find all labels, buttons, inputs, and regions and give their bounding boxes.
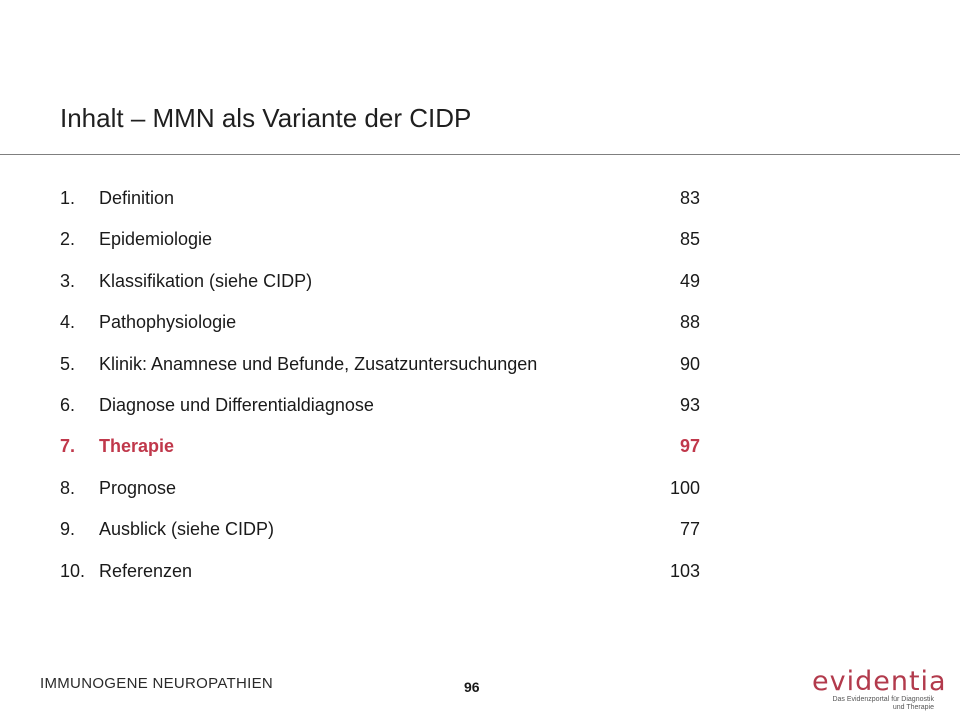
toc-item-klassifikation[interactable]: 3. Klassifikation (siehe CIDP) 49 (60, 263, 700, 304)
toc-item-pathophysiologie[interactable]: 4. Pathophysiologie 88 (60, 304, 700, 345)
toc-item-page: 88 (679, 312, 700, 333)
toc-item-label: Klinik: Anamnese und Befunde, Zusatzunte… (99, 353, 538, 374)
logo-tagline: Das Evidenzportal für Diagnostik (832, 696, 934, 703)
toc-item-label: Klassifikation (siehe CIDP) (99, 270, 313, 291)
toc-item-label: Epidemiologie (99, 229, 213, 250)
toc-item-label: Pathophysiologie (99, 312, 237, 333)
toc-item-label: Referenzen (99, 560, 193, 581)
page-number: 96 (464, 679, 480, 695)
logo-tagline: und Therapie (892, 704, 934, 711)
toc-item-page: 100 (669, 477, 700, 498)
toc-item-therapie[interactable]: 7. Therapie 97 (60, 428, 700, 469)
toc-item-page: 83 (679, 188, 700, 208)
toc-item-label: Therapie (99, 436, 175, 457)
logo-wordmark: evidentia (812, 666, 947, 697)
toc-item-number: 6. (60, 394, 76, 415)
toc-item-page: 97 (679, 436, 700, 457)
toc-item-label: Ausblick (siehe CIDP) (99, 519, 275, 540)
toc-item-number: 2. (60, 229, 76, 250)
toc-item-definition[interactable]: 1. Definition 83 (60, 180, 700, 221)
footer-section-title: IMMUNOGENE NEUROPATHIEN (40, 675, 274, 692)
toc-item-label: Diagnose und Differentialdiagnose (99, 394, 374, 415)
toc-item-number: 1. (60, 188, 76, 208)
toc-item-label: Prognose (99, 477, 177, 498)
table-of-contents: 1. Definition 83 2. Epidemiologie 85 3. … (60, 180, 700, 594)
toc-item-number: 3. (60, 270, 76, 291)
evidentia-logo: evidentia Das Evidenzportal für Diagnost… (812, 666, 947, 712)
toc-item-page: 85 (679, 229, 700, 250)
toc-item-epidemiologie[interactable]: 2. Epidemiologie 85 (60, 221, 700, 262)
toc-item-ausblick[interactable]: 9. Ausblick (siehe CIDP) 77 (60, 511, 700, 552)
toc-item-number: 8. (60, 477, 76, 498)
toc-item-number: 10. (60, 560, 86, 581)
toc-item-prognose[interactable]: 8. Prognose 100 (60, 470, 700, 511)
toc-item-page: 103 (669, 560, 700, 581)
page-title: Inhalt – MMN als Variante der CIDP (60, 103, 472, 133)
toc-item-page: 77 (679, 519, 700, 540)
toc-item-label: Definition (99, 188, 175, 208)
toc-item-referenzen[interactable]: 10. Referenzen 103 (60, 553, 700, 594)
toc-item-page: 90 (679, 353, 700, 374)
toc-item-number: 5. (60, 353, 76, 374)
toc-item-page: 49 (679, 270, 700, 291)
toc-item-klinik[interactable]: 5. Klinik: Anamnese und Befunde, Zusatzu… (60, 346, 700, 387)
toc-item-page: 93 (679, 394, 700, 415)
title-divider (0, 154, 960, 155)
toc-item-number: 7. (60, 436, 76, 457)
toc-item-number: 4. (60, 312, 76, 333)
toc-item-number: 9. (60, 519, 76, 540)
toc-item-diagnose[interactable]: 6. Diagnose und Differentialdiagnose 93 (60, 387, 700, 428)
